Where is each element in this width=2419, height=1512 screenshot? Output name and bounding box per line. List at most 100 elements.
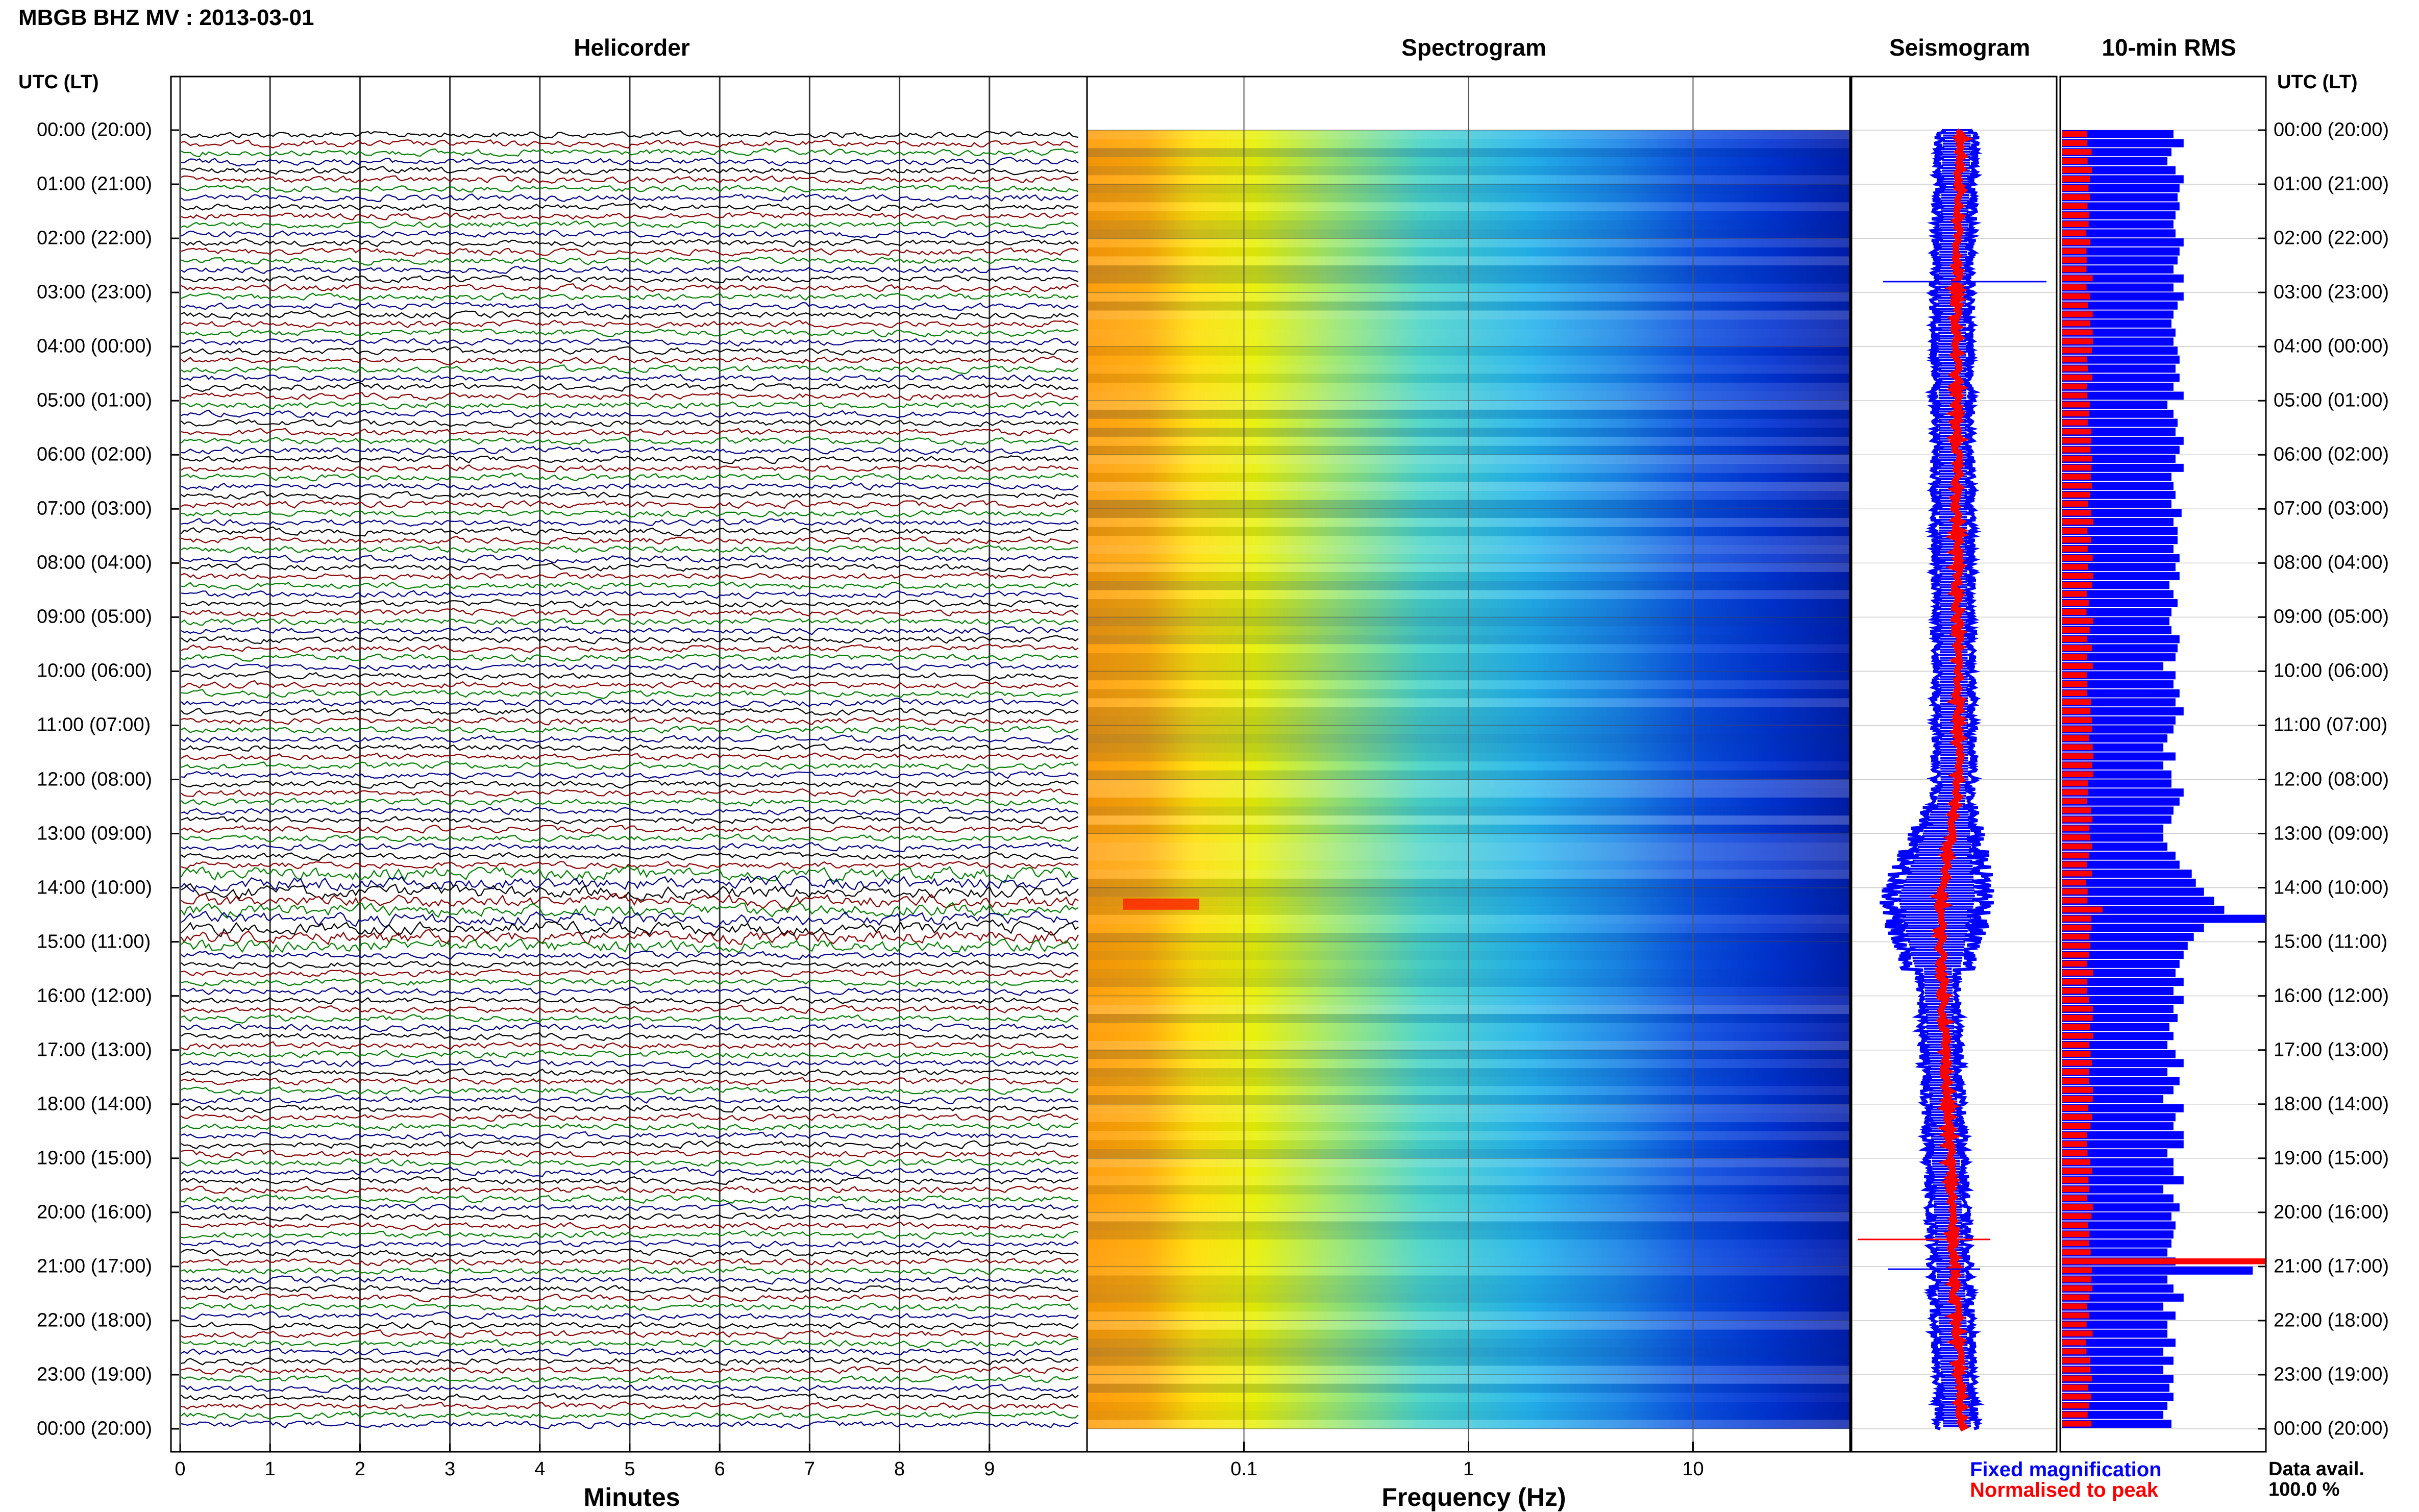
rms-bar-fixed — [2062, 247, 2180, 256]
rms-bar-fixed — [2062, 184, 2180, 192]
rms-bar-fixed — [2062, 229, 2176, 238]
rms-bar-normalised — [2062, 1051, 2091, 1057]
rms-bar-fixed — [2062, 608, 2171, 616]
seismogram-trace-fixed — [1880, 129, 1948, 1430]
rms-bar-normalised — [2062, 194, 2090, 200]
helicorder-trace — [181, 865, 1079, 884]
rms-bar-fixed — [2062, 779, 2171, 788]
rms-bar-normalised — [2062, 735, 2089, 741]
rms-bar-fixed — [2062, 1293, 2184, 1302]
rms-bar-fixed — [2062, 1131, 2184, 1139]
helicorder-trace — [181, 1320, 1079, 1330]
time-label: 13:00 (09:00) — [37, 823, 153, 845]
rms-bar-fixed — [2062, 878, 2196, 887]
time-label: 08:00 (04:00) — [37, 552, 153, 574]
rms-bar-normalised — [2062, 1042, 2090, 1048]
helicorder-trace — [181, 960, 1079, 969]
helicorder-trace — [181, 1410, 1079, 1420]
time-label: 15:00 (11:00) — [37, 931, 151, 953]
frequency-tick-label: 1 — [1463, 1458, 1474, 1480]
helicorder-trace — [181, 1014, 1079, 1024]
rms-bar-fixed — [2062, 1230, 2174, 1239]
rms-bar-normalised — [2062, 1114, 2092, 1120]
time-label: 22:00 (18:00) — [2274, 1309, 2389, 1331]
rms-bar-normalised — [2062, 1087, 2093, 1093]
helicorder-trace — [181, 517, 1079, 527]
helicorder-trace — [181, 554, 1079, 564]
rms-bar-normalised — [2062, 329, 2093, 336]
rms-bar-normalised — [2062, 915, 2091, 922]
helicorder-trace — [181, 1212, 1079, 1222]
helicorder-trace — [181, 798, 1079, 807]
helicorder-trace — [181, 788, 1079, 798]
data-availability-label: Data avail. — [2268, 1458, 2364, 1480]
rms-bar-normalised — [2062, 510, 2091, 516]
helicorder-trace — [181, 893, 1079, 910]
rms-bar-normalised — [2062, 537, 2091, 543]
helicorder-trace — [181, 1257, 1079, 1266]
rms-bar-normalised — [2062, 1168, 2092, 1174]
minute-tick-label: 5 — [624, 1458, 635, 1480]
rms-bar-fixed — [2062, 870, 2192, 878]
rms-bar-normalised — [2062, 464, 2092, 471]
rms-bar-normalised — [2062, 483, 2092, 489]
helicorder-trace — [181, 544, 1079, 554]
rms-bar-normalised — [2062, 1024, 2090, 1030]
helicorder-trace — [181, 1032, 1079, 1042]
rms-bar-normalised — [2062, 825, 2090, 832]
helicorder-trace — [181, 382, 1079, 392]
helicorder-trace — [181, 1158, 1079, 1167]
rms-bar-fixed — [2062, 978, 2184, 986]
minute-tick-label: 9 — [984, 1458, 995, 1480]
rms-bar-fixed — [2062, 887, 2204, 896]
helicorder-trace — [181, 680, 1079, 690]
time-label: 10:00 (06:00) — [2274, 660, 2389, 682]
rms-bar-fixed — [2062, 445, 2180, 454]
helicorder-trace — [181, 1185, 1079, 1194]
helicorder-trace — [181, 780, 1079, 789]
time-label: 19:00 (15:00) — [2274, 1147, 2389, 1169]
helicorder-trace — [181, 1401, 1079, 1411]
time-label: 02:00 (22:00) — [2274, 227, 2389, 249]
frequency-tick-label: 10 — [1682, 1458, 1704, 1480]
minute-tick-label: 7 — [804, 1458, 815, 1480]
seismogram-panel — [1852, 128, 2057, 1432]
helicorder-trace — [181, 743, 1079, 752]
rms-bar-fixed — [2062, 220, 2174, 229]
rms-bar-normalised — [2062, 1421, 2092, 1427]
rms-bar-fixed — [2062, 202, 2180, 211]
rms-bar-normalised — [2062, 266, 2087, 272]
rms-bar-fixed — [2062, 283, 2174, 292]
helicorder-trace — [181, 617, 1079, 626]
helicorder-trace — [181, 391, 1079, 401]
rms-bar-normalised — [2062, 744, 2093, 751]
rms-bar-fixed — [2062, 1149, 2167, 1157]
rms-bar-normalised — [2062, 1394, 2091, 1400]
rms-bar-fixed — [2062, 788, 2184, 797]
helicorder-trace — [181, 1393, 1079, 1401]
rms-bar-normalised — [2062, 1312, 2089, 1319]
time-label: 02:00 (22:00) — [37, 227, 153, 249]
helicorder-trace — [181, 256, 1079, 266]
helicorder-trace — [181, 698, 1079, 708]
time-label: 20:00 (16:00) — [2274, 1201, 2389, 1223]
rms-bar-normalised — [2062, 302, 2088, 309]
helicorder-trace — [181, 1266, 1079, 1276]
rms-bar-fixed — [2062, 987, 2174, 995]
rms-bar-normalised — [2062, 1132, 2087, 1138]
rms-bar-fixed — [2062, 1194, 2174, 1203]
helicorder-trace — [181, 643, 1079, 654]
helicorder-trace — [181, 770, 1079, 780]
helicorder-trace — [181, 919, 1079, 937]
rms-panel — [2060, 130, 2266, 1429]
time-label: 03:00 (23:00) — [37, 281, 153, 303]
time-label: 00:00 (20:00) — [37, 1418, 153, 1440]
time-label: 03:00 (23:00) — [2274, 281, 2389, 303]
rms-bar-normalised — [2062, 1249, 2091, 1255]
rms-bar-normalised — [2062, 167, 2092, 173]
helicorder-trace — [181, 851, 1079, 861]
rms-bar-normalised — [2062, 1367, 2091, 1373]
rms-bar-fixed — [2062, 933, 2194, 941]
helicorder-trace — [181, 1122, 1079, 1131]
rms-bar-fixed — [2062, 653, 2176, 661]
